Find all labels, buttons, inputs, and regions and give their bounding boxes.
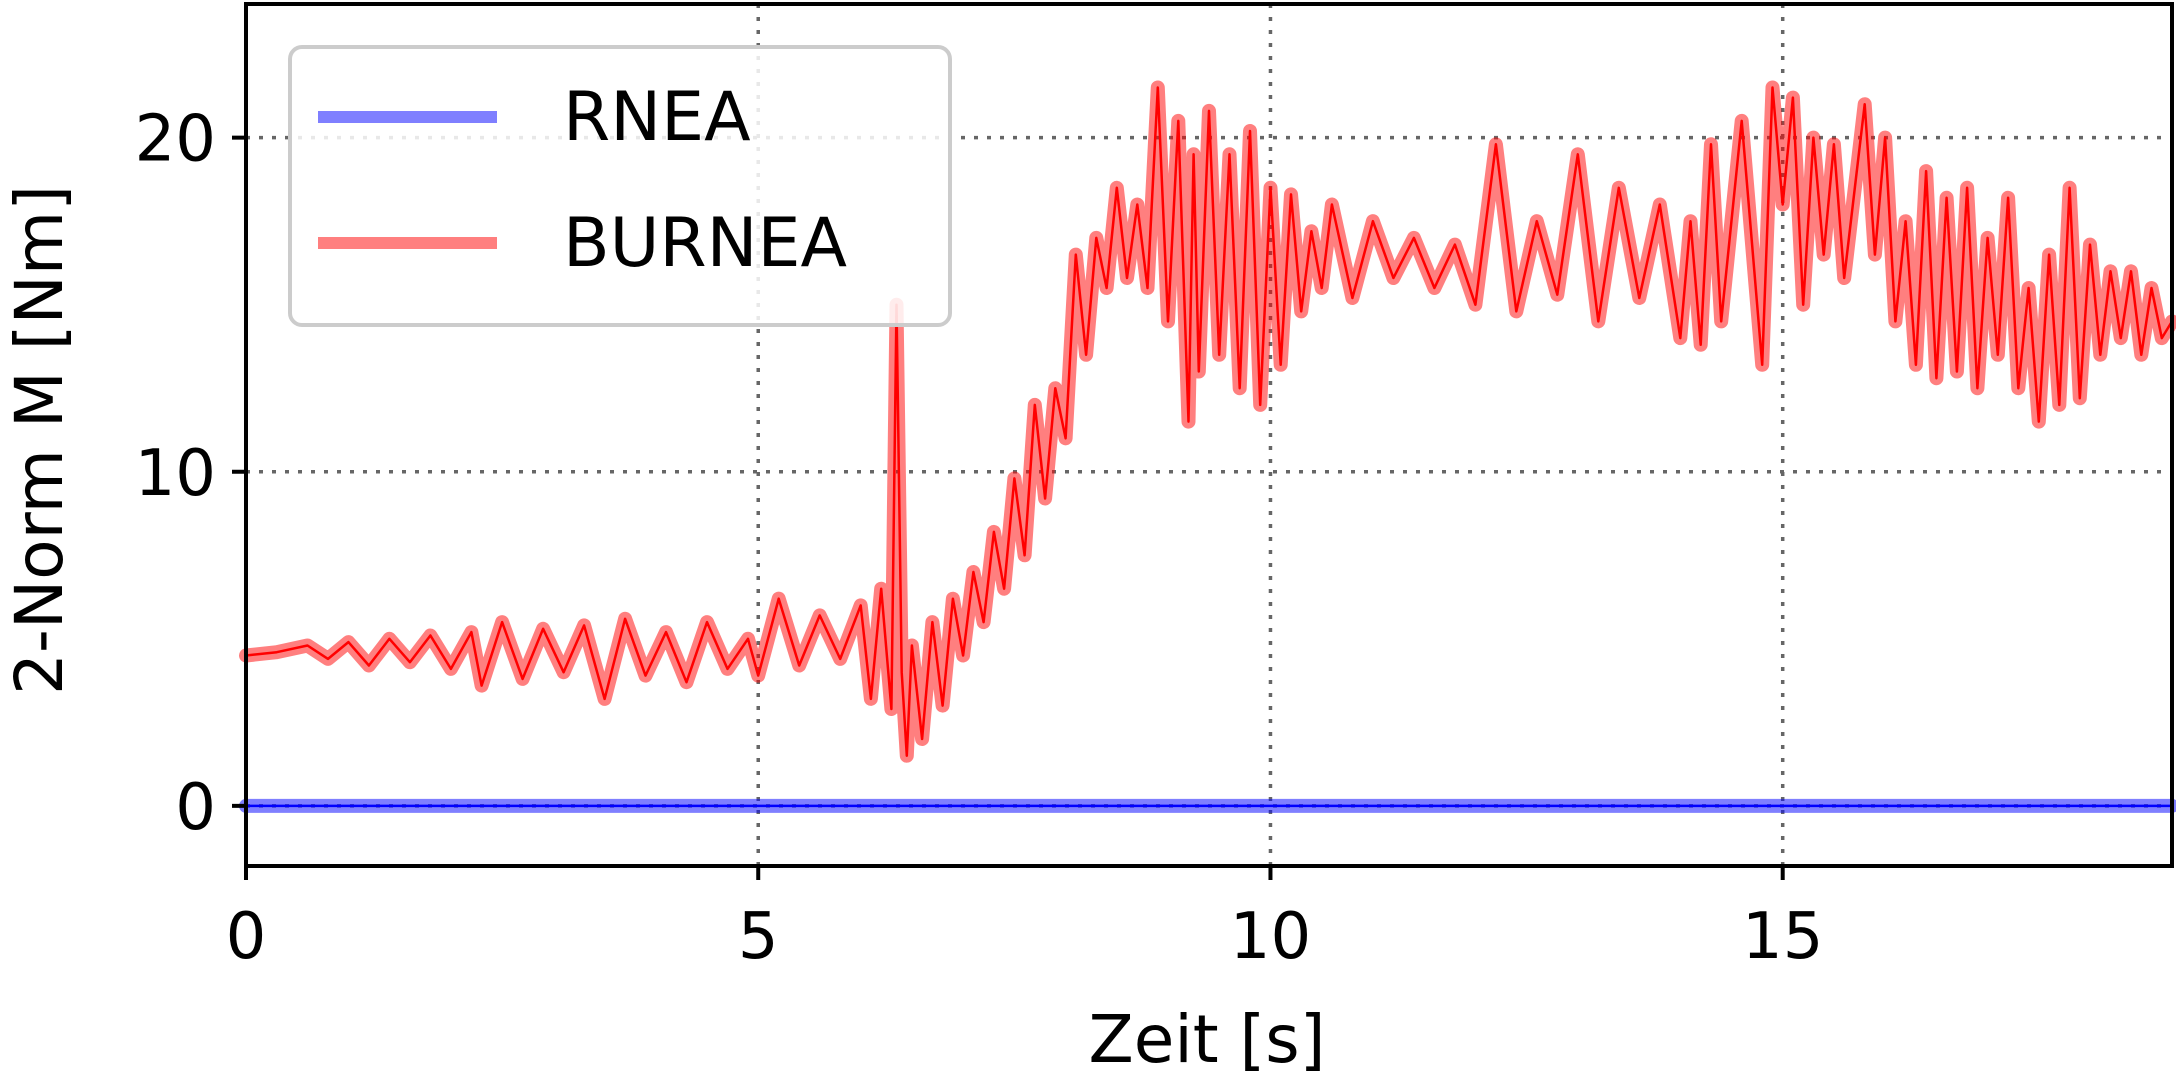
x-tick-label: 10 bbox=[1230, 900, 1311, 974]
series-line-burnea bbox=[245, 86, 2174, 757]
y-axis-label: 2-Norm M [Nm] bbox=[1, 185, 78, 695]
x-axis-label: Zeit [s] bbox=[1089, 1001, 1326, 1078]
plot-frame bbox=[244, 2, 2174, 868]
y-tick-label: 0 bbox=[175, 771, 216, 845]
legend-label-burnea: BURNEA bbox=[563, 204, 847, 283]
x-tick-label: 0 bbox=[226, 900, 267, 974]
x-tick-label: 15 bbox=[1742, 900, 1823, 974]
legend-label-rnea: RNEA bbox=[563, 78, 751, 157]
axis-ticks: 0 5 10 15 0 10 20 bbox=[135, 103, 1824, 974]
legend: RNEA BURNEA bbox=[288, 45, 952, 327]
x-tick-label: 5 bbox=[738, 900, 779, 974]
series-layer bbox=[239, 80, 2176, 813]
y-tick-label: 10 bbox=[135, 437, 216, 511]
y-tick-label: 20 bbox=[135, 103, 216, 177]
